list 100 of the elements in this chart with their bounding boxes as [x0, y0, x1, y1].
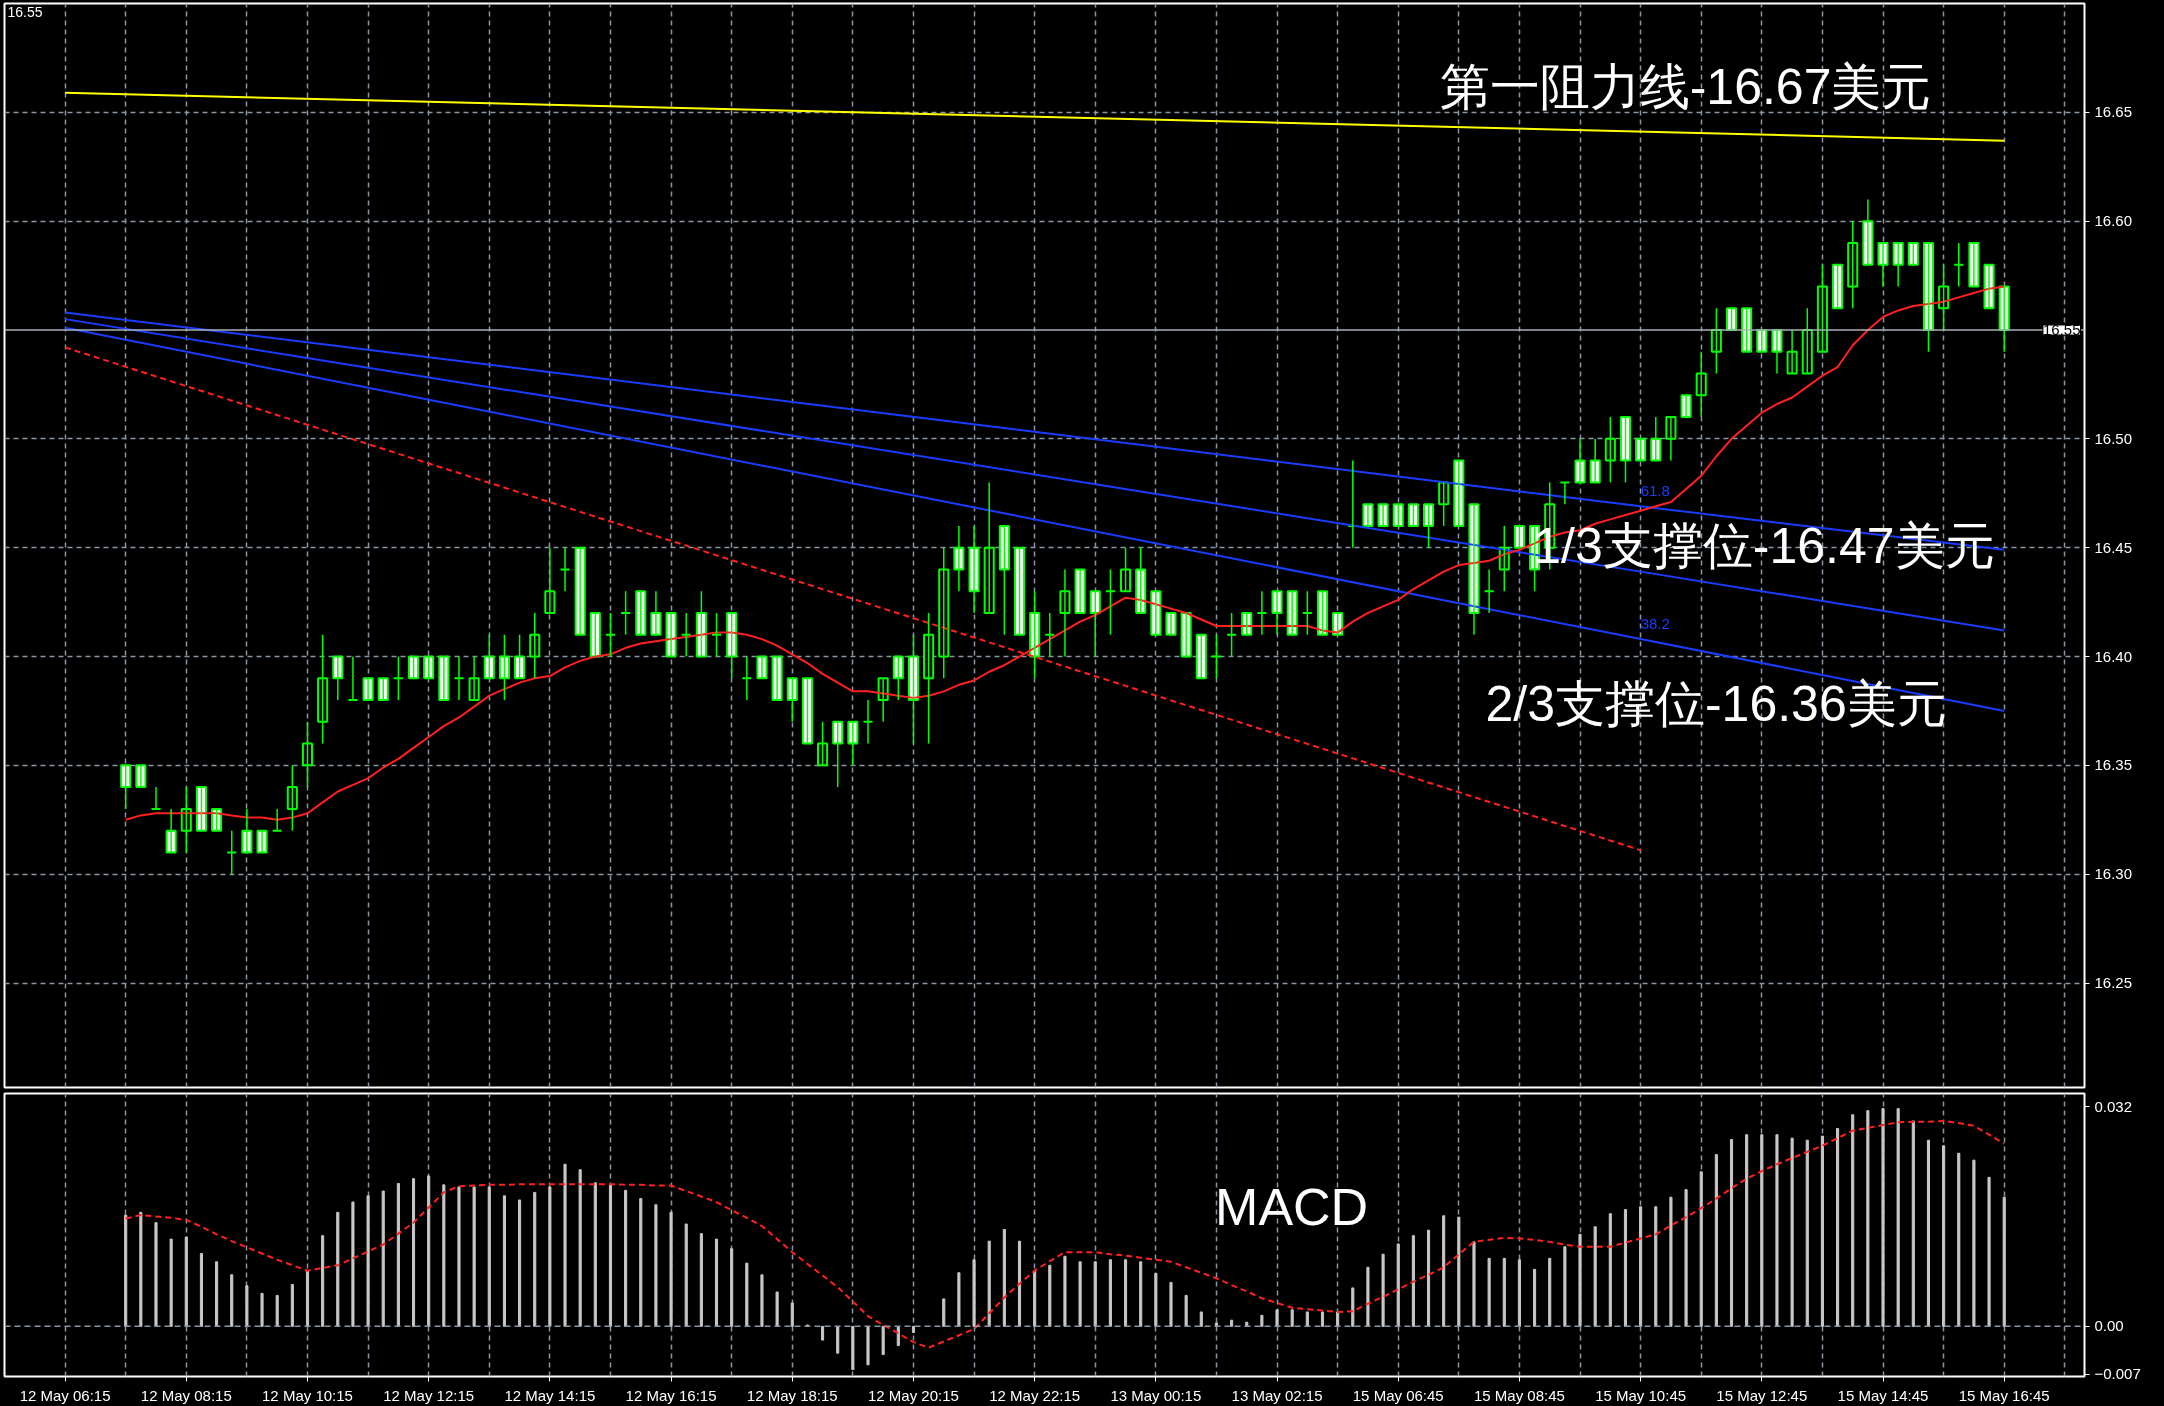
candlestick [574, 546, 586, 636]
candlestick [1180, 611, 1192, 658]
bar [1017, 1240, 1022, 1327]
candlestick [392, 655, 404, 701]
candlestick [1195, 633, 1207, 680]
bar [472, 1186, 476, 1327]
bar [1396, 1243, 1400, 1327]
bar [230, 1274, 234, 1327]
bar [1063, 1255, 1067, 1327]
bar [1457, 1216, 1461, 1327]
x-tick-label: 13 May 00:15 [1110, 1386, 1202, 1404]
bar [487, 1186, 491, 1327]
bar [1351, 1287, 1355, 1327]
bar [1214, 1322, 1219, 1327]
candlestick [635, 590, 647, 636]
candlestick [256, 829, 268, 854]
bar [1987, 1176, 1991, 1327]
x-tick-label: 12 May 22:15 [989, 1386, 1081, 1404]
candlestick [1983, 263, 1995, 310]
bar [124, 1214, 128, 1327]
bar [1639, 1206, 1643, 1327]
text: 16.55 [7, 3, 43, 20]
bar [1230, 1319, 1234, 1327]
x-tick-label: 12 May 12:15 [383, 1386, 475, 1404]
bar [1654, 1206, 1658, 1327]
candlestick [1725, 307, 1738, 332]
bar [1002, 1229, 1006, 1327]
bar [502, 1195, 506, 1327]
bar [1836, 1128, 1840, 1327]
y-tick-label: 16.50 [2094, 429, 2133, 447]
candlestick [1407, 503, 1419, 527]
bar [1805, 1139, 1809, 1327]
bar [1760, 1134, 1764, 1327]
annotation: MACD [1215, 1177, 1369, 1236]
x-tick-label: 15 May 12:45 [1716, 1386, 1808, 1404]
bar [1078, 1261, 1082, 1327]
candlestick [589, 611, 601, 658]
x-tick-label: 15 May 08:45 [1473, 1386, 1565, 1404]
candlestick [211, 807, 223, 832]
candlestick [1104, 568, 1116, 636]
candlestick [1968, 241, 1980, 288]
candlestick [1241, 611, 1253, 636]
bar [1472, 1241, 1476, 1327]
bar [427, 1175, 431, 1327]
bar [321, 1235, 325, 1327]
bar [1108, 1259, 1112, 1327]
bar [624, 1189, 628, 1327]
y-tick-label: 16.45 [2094, 538, 2133, 556]
candlestick [1301, 590, 1313, 636]
bar [1533, 1268, 1537, 1327]
bar [1669, 1196, 1673, 1327]
x-tick-label: 12 May 20:15 [868, 1386, 959, 1404]
y-tick-label: 0.032 [2094, 1097, 2133, 1115]
bar [942, 1298, 946, 1327]
bar [639, 1198, 643, 1327]
bar [1033, 1270, 1037, 1327]
bar [1623, 1209, 1628, 1327]
candlestick [1907, 241, 1919, 266]
candlestick [1604, 416, 1616, 484]
candlestick [120, 764, 132, 810]
candlestick [286, 764, 298, 832]
bar [215, 1261, 219, 1327]
bar [699, 1233, 703, 1327]
candlestick [1832, 263, 1844, 310]
bar [972, 1259, 976, 1327]
bar [1729, 1139, 1734, 1327]
bar [1942, 1145, 1946, 1327]
bar [745, 1262, 749, 1327]
candlestick [1422, 503, 1435, 549]
candlestick [741, 655, 753, 701]
candlestick [377, 677, 389, 702]
candlestick [1756, 329, 1768, 353]
candlestick [862, 699, 874, 745]
bar [1548, 1257, 1552, 1327]
bar [381, 1190, 385, 1327]
bar [1578, 1233, 1582, 1327]
bar [1093, 1261, 1097, 1327]
y-tick-label: 16.25 [2094, 974, 2133, 992]
y-tick-label: −0.007 [2094, 1365, 2141, 1383]
candlestick [1741, 307, 1753, 353]
candlestick [665, 611, 677, 658]
bar [154, 1222, 158, 1327]
bar [1366, 1266, 1370, 1327]
candlestick [1044, 612, 1056, 658]
bar [1199, 1311, 1203, 1327]
bar [139, 1211, 143, 1327]
bar [1881, 1108, 1885, 1327]
bar [1851, 1114, 1855, 1327]
bar [911, 1325, 916, 1334]
candlestick [1286, 590, 1298, 636]
bar [1972, 1159, 1976, 1327]
bar [457, 1186, 461, 1327]
bar [1502, 1257, 1506, 1327]
x-tick-label: 12 May 06:15 [19, 1386, 111, 1404]
candlestick [271, 808, 283, 832]
candlestick [1013, 546, 1026, 636]
bar [518, 1199, 522, 1327]
bar [684, 1223, 688, 1327]
bar [184, 1236, 188, 1327]
bar [1260, 1314, 1264, 1327]
